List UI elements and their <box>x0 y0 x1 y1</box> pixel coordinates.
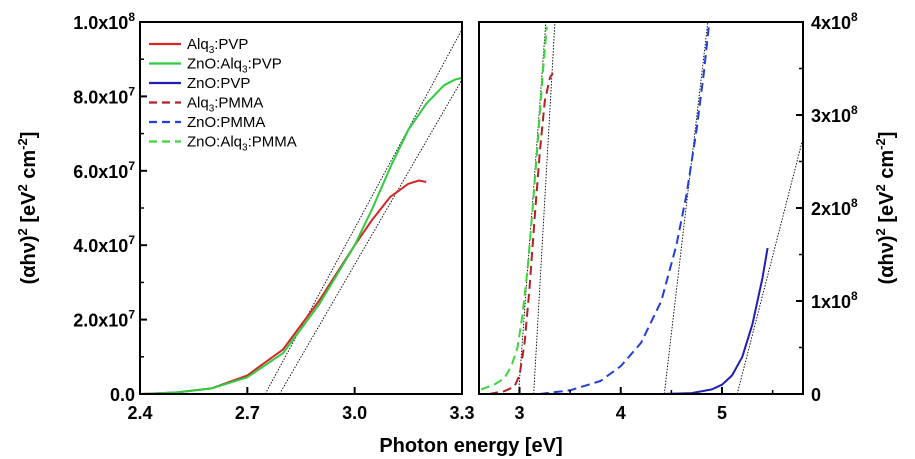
right-plot-area <box>480 22 803 394</box>
right-series-0 <box>488 72 554 394</box>
right-series-3 <box>661 247 769 394</box>
left-y-tick-label: 1.0x108 <box>73 10 135 33</box>
left-y-tick-label: 2.0x107 <box>73 308 135 331</box>
legend-label-5: ZnO:Alq3:PMMA <box>187 134 297 154</box>
left-y-tick-label: 6.0x107 <box>73 159 135 182</box>
left-fit-line-0 <box>264 29 462 394</box>
right-x-tick-label: 4 <box>616 403 626 423</box>
left-y-axis-title: (αhν)2​ [eV2​ cm-2​] <box>15 132 40 285</box>
left-x-tick-label: 2.4 <box>127 403 152 423</box>
right-y-tick-label: 1x108 <box>811 289 858 312</box>
right-panel: 3 4 5 0 1x108 2x108 3x108 4x108 <box>478 10 858 423</box>
legend-label-4: ZnO:PMMA <box>187 114 265 131</box>
x-axis-title: Photon energy [eV] <box>379 435 562 457</box>
right-y-tick-label: 4x108 <box>811 10 858 33</box>
right-frame <box>478 21 804 395</box>
right-fit-line-3 <box>736 138 803 394</box>
right-series-2 <box>539 26 710 394</box>
left-y-tick-label: 4.0x107 <box>73 233 135 256</box>
right-y-tick-label: 3x108 <box>811 103 858 126</box>
legend-label-0: Alq3:PVP <box>187 36 248 56</box>
right-fit-line-1 <box>533 22 556 394</box>
right-x-tick-label: 5 <box>717 403 727 423</box>
right-series-1 <box>480 26 548 391</box>
right-y-tick-label: 2x108 <box>811 196 858 219</box>
left-fit-line-1 <box>279 79 462 394</box>
right-y-tick-label: 0 <box>811 385 821 405</box>
left-x-tick-label: 3.0 <box>342 403 367 423</box>
left-series-1 <box>140 76 462 394</box>
left-x-tick-label: 2.7 <box>235 403 260 423</box>
right-fit-line-2 <box>663 22 709 394</box>
right-x-tick-label: 3 <box>514 403 524 423</box>
left-panel: 2.4 2.7 3.0 3.3 0.0 2.0x107 4.0x107 6.0x107 8.0x… <box>73 10 474 423</box>
left-plot-area <box>140 29 462 394</box>
right-y-axis-title: (αhν)2​ [eV2​ cm-2​] <box>873 132 898 285</box>
legend-label-1: ZnO:Alq3:PVP <box>187 56 282 76</box>
left-y-tick-label: 0.0 <box>110 385 135 405</box>
left-y-tick-label: 8.0x107 <box>73 84 135 107</box>
left-series-0 <box>140 179 427 394</box>
legend-label-2: ZnO:PVP <box>187 75 250 92</box>
left-x-tick-label: 3.3 <box>449 403 474 423</box>
legend-label-3: Alq3:PMMA <box>187 95 263 115</box>
legend: Alq3:PVPZnO:Alq3:PVPZnO:PVPAlq3:PMMAZnO:… <box>149 36 297 154</box>
